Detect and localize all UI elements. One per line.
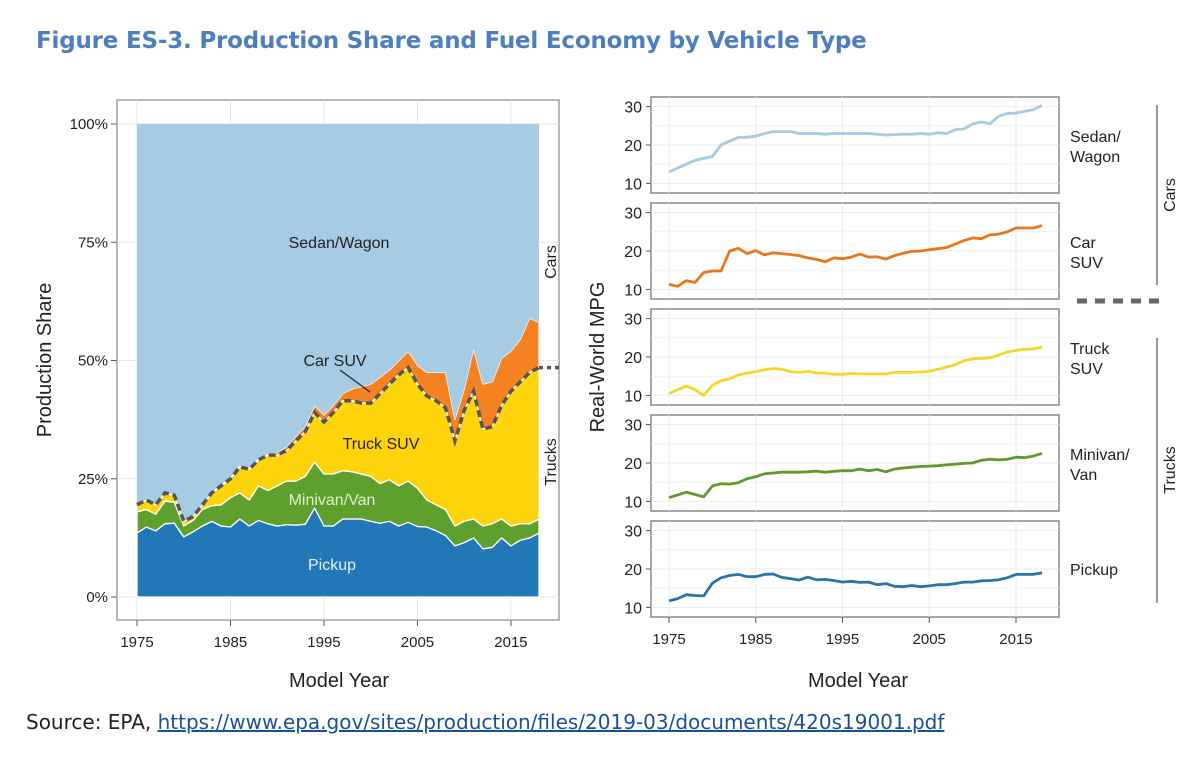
area-sedan-wagon [137,124,539,521]
facet-label: Minivan/ [1070,447,1130,464]
mpg-panel-minivan-van: 10 20 30 Minivan/Van [624,414,1130,512]
area-label-truck-suv: Truck SUV [343,436,420,453]
mpg-line [668,571,1043,603]
mpg-y-tick-label: 10 [624,388,642,405]
left-x-tick-label: 2005 [401,634,434,651]
cars-trucks-boundary-line [136,364,540,524]
left-x-tick-label: 1985 [214,634,247,651]
left-y-tick-label: 75% [78,234,108,251]
left-group-label-cars: Cars [543,245,560,279]
source-prefix: Source: EPA, [26,710,158,734]
car-suv-pointer-line [339,369,371,393]
mpg-x-tick-label: 2005 [913,631,946,648]
figure-title: Figure ES-3. Production Share and Fuel E… [36,28,867,54]
mpg-y-tick-label: 10 [624,494,642,511]
source-link[interactable]: https://www.epa.gov/sites/production/fil… [157,710,945,734]
right-x-ticks: 1975 1985 1995 2005 2015 [652,617,1033,648]
mpg-panel-car-suv: 10 20 30 Car SUV [624,202,1103,300]
facet-label-line2: SUV [1070,361,1103,378]
facet-label-line2: Van [1070,467,1097,484]
mpg-x-tick-label: 1975 [652,631,685,648]
mpg-y-tick-label: 20 [624,138,642,155]
mpg-y-tick-label: 10 [624,600,642,617]
left-x-axis-label: Model Year [289,670,389,692]
left-areas [136,124,560,598]
left-y-axis-label: Production Share [34,283,56,438]
left-x-tick-label: 1995 [307,634,340,651]
facet-label: Car [1070,235,1096,252]
mpg-y-tick-label: 30 [624,100,642,117]
area-label-sedan-wagon: Sedan/Wagon [289,235,390,252]
right-group-label-cars: Cars [1162,178,1179,212]
left-x-tick-label: 1975 [120,634,153,651]
mpg-x-tick-label: 2015 [999,631,1032,648]
mpg-y-tick-label: 30 [624,418,642,435]
right-y-axis-label: Real-World MPG [587,282,609,433]
area-label-pickup: Pickup [308,557,356,574]
area-label-car-suv: Car SUV [303,353,366,370]
facet-label-line2: Wagon [1070,149,1120,166]
mpg-panel-truck-suv: 10 20 30 Truck SUV [624,308,1110,406]
mpg-line [668,345,1043,397]
left-y-tick-label: 0% [86,589,108,606]
mpg-y-tick-label: 30 [624,524,642,541]
mpg-line [668,452,1043,499]
mpg-line [668,224,1043,288]
left-ticks: 1975 1985 1995 2005 2015 0% 25% 50% 75% 100% [70,116,528,651]
source-line: Source: EPA, https://www.epa.gov/sites/p… [26,710,944,734]
facet-label-line2: SUV [1070,255,1103,272]
production-share-chart: 1975 1985 1995 2005 2015 0% 25% 50% 75% 100% Mode… [34,99,560,692]
mpg-y-tick-label: 20 [624,350,642,367]
mpg-y-tick-label: 30 [624,312,642,329]
mpg-y-tick-label: 20 [624,562,642,579]
facet-label: Sedan/ [1070,129,1121,146]
mpg-panel-pickup: 10 20 30 Pickup [624,520,1118,618]
area-label-minivan-van: Minivan/Van [289,492,376,509]
left-y-tick-label: 100% [70,116,108,133]
mpg-y-tick-label: 10 [624,176,642,193]
right-x-axis-label: Model Year [808,670,908,692]
mpg-y-tick-label: 20 [624,244,642,261]
left-y-tick-label: 50% [78,353,108,370]
facet-label: Pickup [1070,562,1118,579]
mpg-facet-chart: 10 20 30 Sedan/Wagon 10 20 30 Car SUV 10 20 30 Truck… [587,96,1179,692]
mpg-y-tick-label: 10 [624,282,642,299]
mpg-panels: 10 20 30 Sedan/Wagon 10 20 30 Car SUV 10 20 30 Truck… [624,96,1130,618]
left-y-tick-label: 25% [78,471,108,488]
mpg-panel-sedan-wagon: 10 20 30 Sedan/Wagon [624,96,1121,194]
right-group-label-trucks: Trucks [1162,446,1179,493]
left-group-label-trucks: Trucks [543,438,560,485]
mpg-x-tick-label: 1995 [826,631,859,648]
facet-label: Truck [1070,341,1110,358]
mpg-x-tick-label: 1985 [739,631,772,648]
mpg-line [668,104,1043,174]
mpg-y-tick-label: 30 [624,206,642,223]
left-x-tick-label: 2015 [494,634,527,651]
mpg-y-tick-label: 20 [624,456,642,473]
